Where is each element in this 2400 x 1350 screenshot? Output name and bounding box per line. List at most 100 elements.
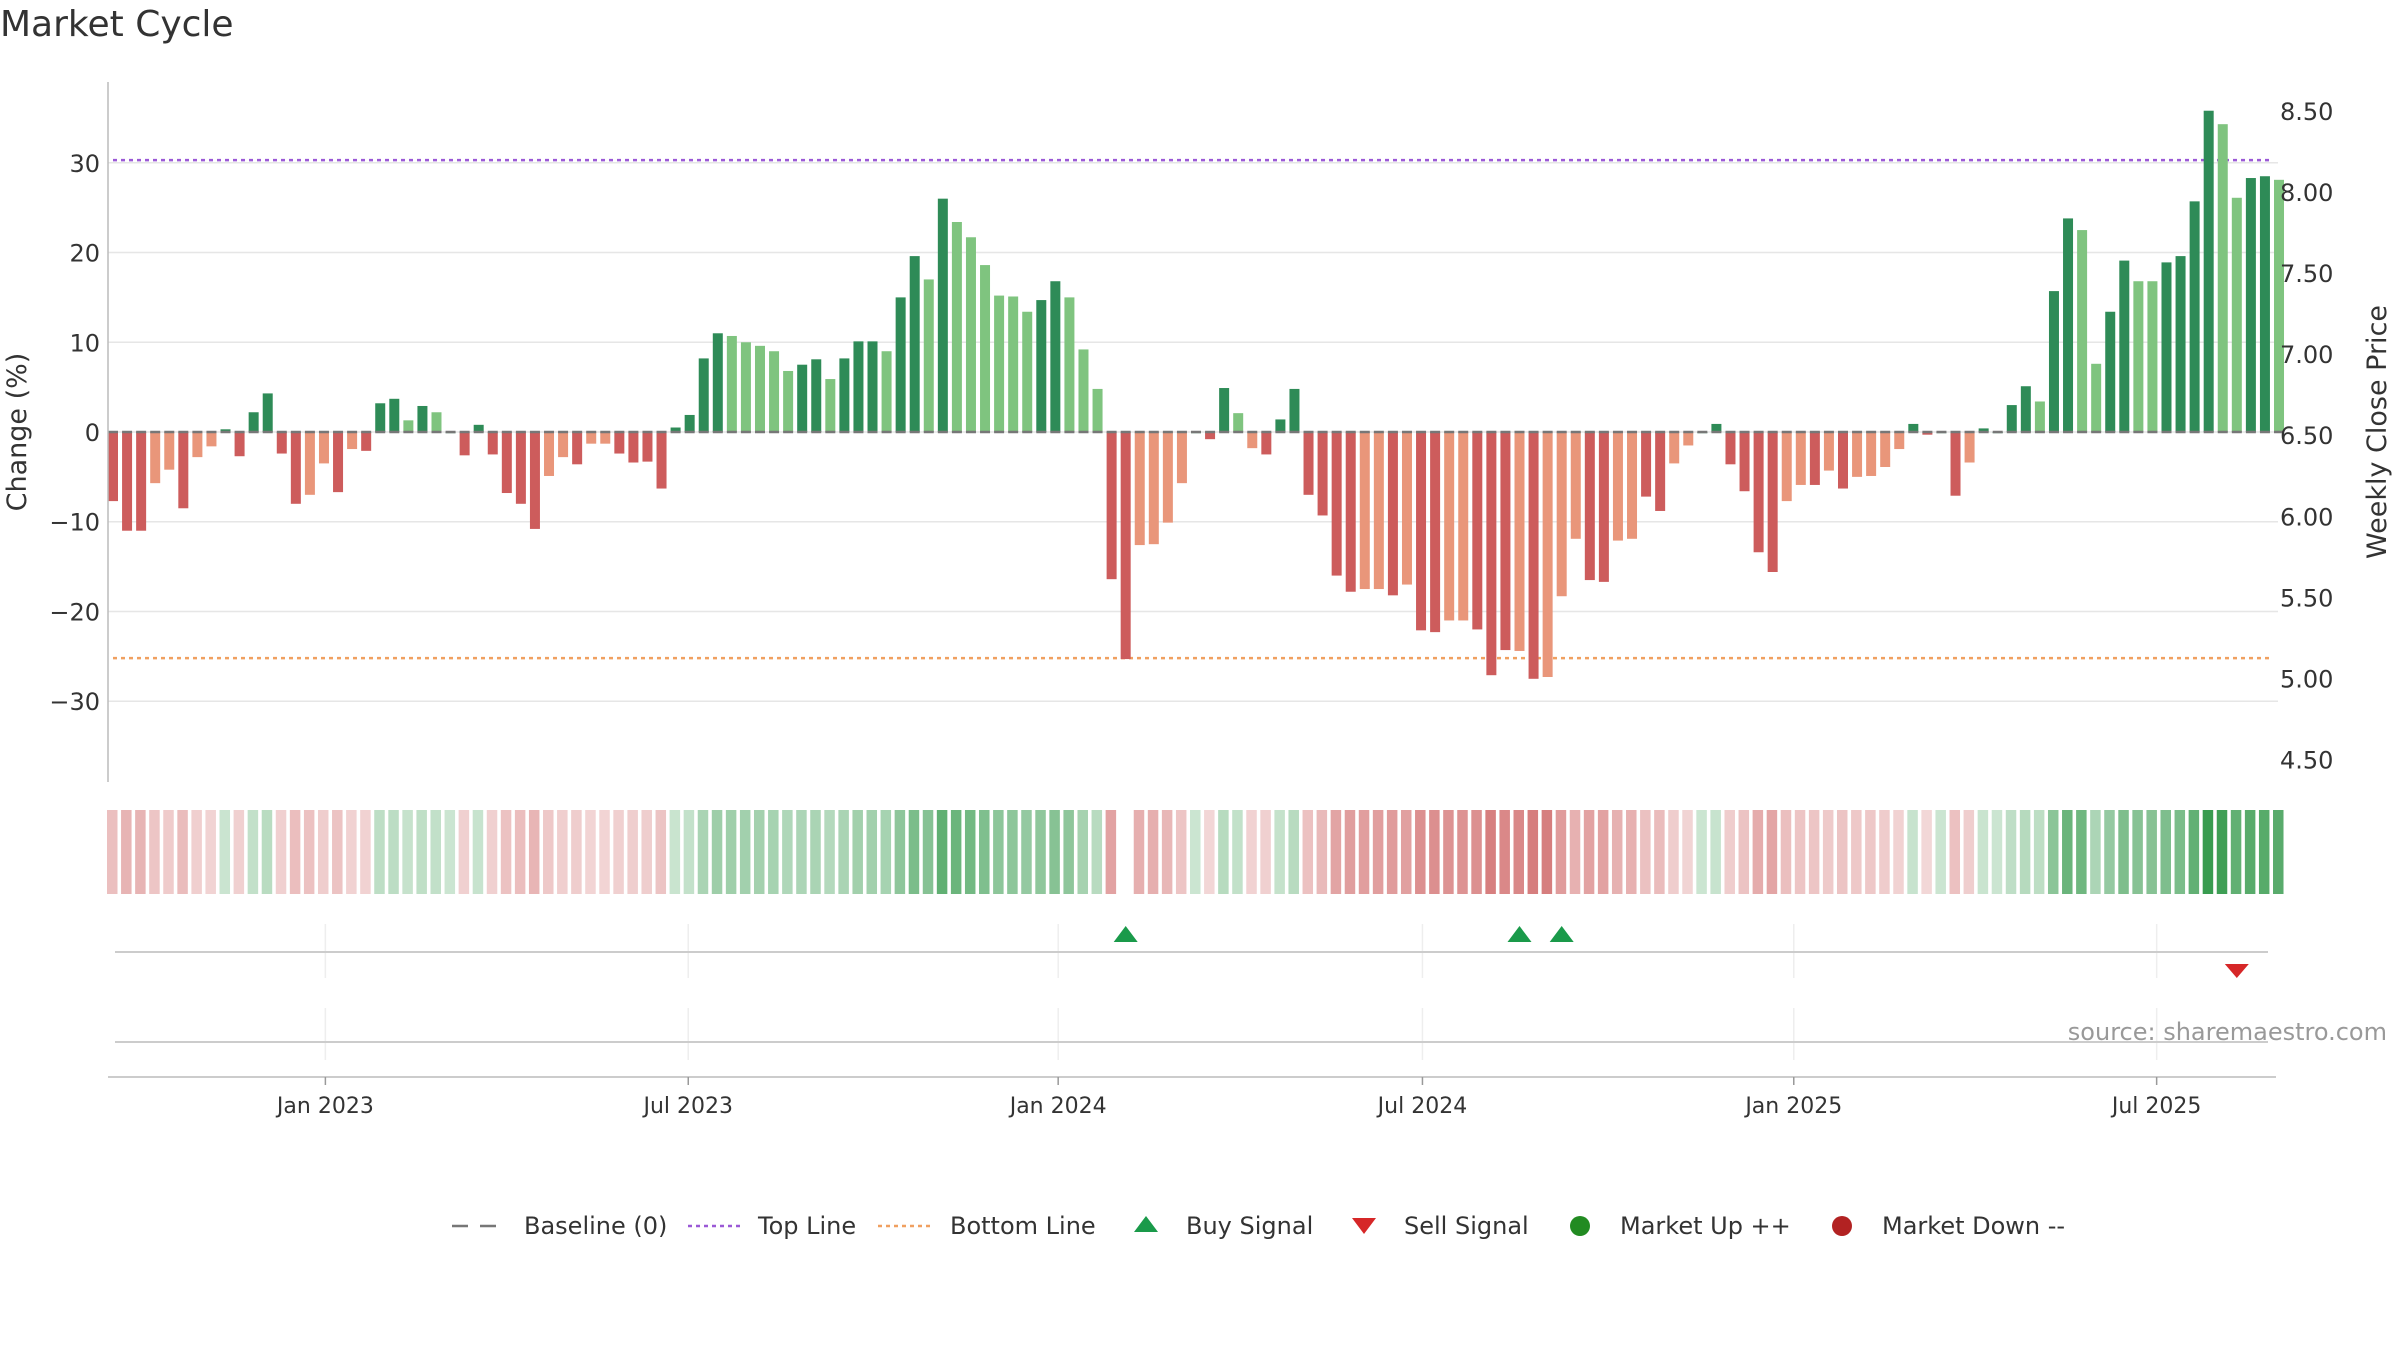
- y-axis-label: Change (%): [2, 353, 33, 512]
- bar: [783, 370, 794, 432]
- heat-cell: [444, 810, 456, 894]
- heat-cell: [1724, 810, 1735, 894]
- heat-cell: [2258, 810, 2270, 894]
- legend-up-swatch: [1570, 1216, 1590, 1236]
- heat-cell: [1668, 810, 1679, 894]
- heat-cell: [1640, 810, 1651, 894]
- heat-cell: [866, 810, 878, 894]
- bar: [951, 222, 962, 432]
- bar: [108, 432, 118, 502]
- axes: 30 20 10 0 −10 −20 −30 8.50 8.00 7.50 7.00 6.50 6.00…: [49, 82, 2333, 782]
- bar: [2006, 405, 2017, 432]
- heat-cell: [641, 810, 652, 894]
- heat-cell: [2019, 810, 2031, 894]
- heat-cell: [1949, 810, 1961, 894]
- heat-cell: [1007, 810, 1018, 894]
- bar: [937, 198, 948, 432]
- heat-cell: [739, 810, 751, 894]
- heat-cell: [1583, 810, 1595, 894]
- bar: [1022, 311, 1033, 432]
- heat-cell: [2062, 810, 2073, 894]
- y2-tick-label: 8.00: [2280, 179, 2333, 207]
- bar: [459, 432, 470, 456]
- heat-strip: [107, 810, 2284, 894]
- y2-axis-label: Weekly Close Price: [2362, 305, 2393, 559]
- legend-buy-swatch: [1134, 1216, 1158, 1232]
- heat-cell: [1232, 810, 1243, 894]
- bar: [1598, 432, 1609, 582]
- bar: [1964, 432, 1975, 463]
- heat-cell: [402, 810, 413, 894]
- heat-cell: [1766, 810, 1778, 894]
- heat-cell: [1218, 810, 1229, 894]
- bar: [2133, 281, 2144, 432]
- heat-cell: [1682, 810, 1693, 894]
- legend-label: Baseline (0): [524, 1212, 667, 1240]
- bar: [515, 432, 526, 504]
- heat-cell: [1274, 810, 1285, 894]
- heat-cell: [332, 810, 343, 894]
- x-axis: Jan 2023 Jul 2023 Jan 2024 Jul 2024 Jan 2025…: [108, 1076, 2276, 1119]
- heat-cell: [374, 810, 385, 894]
- heat-cell: [1907, 810, 1918, 894]
- heat-cell: [796, 810, 807, 894]
- heat-cell: [1443, 810, 1454, 894]
- bar: [347, 432, 358, 450]
- heat-cell: [1977, 810, 1989, 894]
- bar: [558, 432, 569, 458]
- bar: [1528, 432, 1539, 679]
- bar: [276, 432, 287, 454]
- bar: [304, 432, 315, 495]
- bar: [1922, 432, 1933, 435]
- heat-cell: [1794, 810, 1806, 894]
- heat-cell: [1752, 810, 1764, 894]
- y2-tick-label: 4.50: [2280, 746, 2333, 774]
- bar: [1430, 432, 1441, 633]
- heat-cell: [908, 810, 920, 894]
- heat-cell: [528, 810, 540, 894]
- heat-cell: [1471, 810, 1482, 894]
- heat-cell: [135, 810, 146, 894]
- heat-cell: [1204, 810, 1215, 894]
- y2-tick-label: 7.00: [2280, 341, 2333, 369]
- heat-cell: [177, 810, 188, 894]
- heat-cell: [1457, 810, 1468, 894]
- heat-cell: [627, 810, 638, 894]
- bar: [1556, 432, 1567, 597]
- bar: [1795, 432, 1806, 485]
- bar: [2048, 291, 2059, 432]
- heat-cell: [486, 810, 498, 894]
- bar: [600, 432, 611, 444]
- bar: [1612, 432, 1623, 541]
- bar: [740, 342, 751, 432]
- legend-sell-swatch: [1352, 1218, 1376, 1234]
- heat-cell: [472, 810, 484, 894]
- heat-cell: [1063, 810, 1074, 894]
- legend-label: Buy Signal: [1186, 1212, 1313, 1240]
- bar: [1106, 432, 1117, 580]
- bar: [473, 424, 484, 432]
- heat-cell: [1485, 810, 1496, 894]
- bar: [1261, 432, 1272, 455]
- heat-cell: [810, 810, 821, 894]
- bar: [1894, 432, 1905, 450]
- bar: [1655, 432, 1666, 511]
- bar: [290, 432, 301, 504]
- bar: [726, 335, 737, 432]
- bar: [1331, 432, 1342, 576]
- heat-cell: [557, 810, 568, 894]
- bar: [1809, 432, 1820, 485]
- heat-cell: [950, 810, 962, 894]
- bar: [684, 414, 695, 432]
- bar: [2189, 201, 2200, 432]
- y-tick-label: −10: [49, 509, 100, 537]
- bar: [1176, 432, 1187, 484]
- heat-cell: [1696, 810, 1707, 894]
- heat-cell: [346, 810, 357, 894]
- bar: [1134, 432, 1145, 546]
- bar: [572, 432, 583, 465]
- heat-cell: [1836, 810, 1848, 894]
- x-tick-label: Jul 2023: [641, 1094, 733, 1119]
- bar: [318, 432, 329, 464]
